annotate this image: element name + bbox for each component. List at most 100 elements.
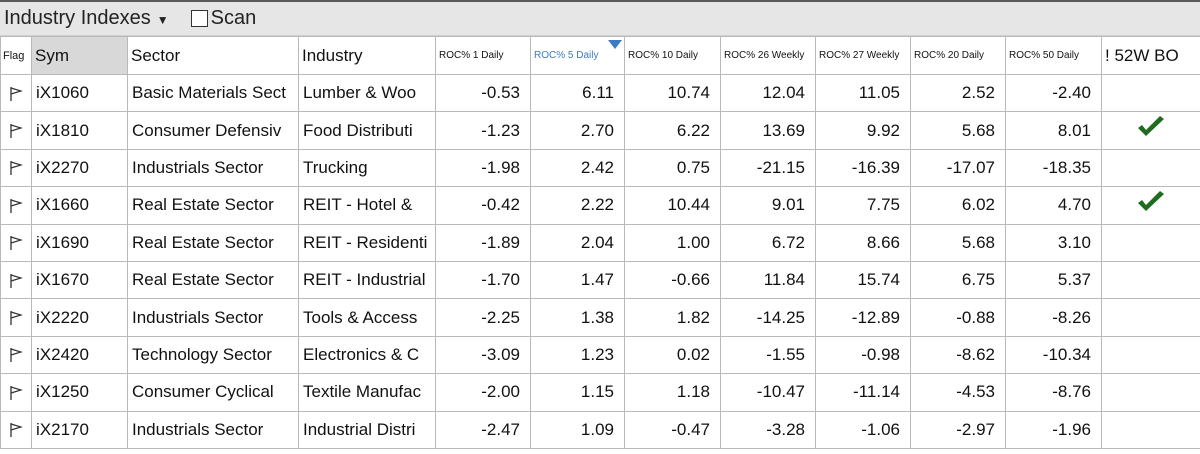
row-flag-cell[interactable] (0, 223, 32, 262)
column-header-roc1[interactable]: ROC% 1 Daily (435, 36, 531, 75)
roc50-cell: 4.70 (1005, 186, 1102, 225)
flag-outline-icon[interactable] (9, 420, 23, 439)
flag-outline-icon[interactable] (9, 308, 23, 327)
roc10-cell: 0.02 (624, 335, 721, 375)
table-body: iX1060 Basic Materials Sect Lumber & Woo -0… (0, 73, 1200, 449)
table-row[interactable]: iX1810 Consumer Defensiv Food Distributi -1… (0, 111, 1200, 150)
table-row[interactable]: iX1690 Real Estate Sector REIT - Residenti… (0, 223, 1200, 262)
roc10-cell: 10.74 (624, 73, 721, 113)
column-header-sym[interactable]: Sym (31, 36, 128, 75)
roc1-cell: -1.98 (435, 148, 531, 188)
row-flag-cell[interactable] (0, 148, 32, 188)
column-header-roc27w[interactable]: ROC% 27 Weekly (815, 36, 911, 75)
roc50-cell: 8.01 (1005, 111, 1102, 150)
table-row[interactable]: iX2220 Industrials Sector Tools & Access -2… (0, 298, 1200, 337)
column-header-52w-bo[interactable]: ! 52W BO (1101, 36, 1200, 75)
row-flag-cell[interactable] (0, 73, 32, 113)
column-header-flag[interactable]: Flag (0, 36, 32, 75)
window-title: Industry Indexes (4, 7, 151, 29)
row-flag-cell[interactable] (0, 298, 32, 337)
table-row[interactable]: iX2420 Technology Sector Electronics & C -3… (0, 335, 1200, 375)
roc26w-cell: 13.69 (720, 111, 816, 150)
flag-outline-icon[interactable] (9, 158, 23, 177)
table-row[interactable]: iX2270 Industrials Sector Trucking -1.98 2.4… (0, 148, 1200, 188)
roc5-cell: 1.09 (530, 410, 625, 449)
industry-cell: Electronics & C (298, 335, 436, 375)
column-header-sector[interactable]: Sector (127, 36, 299, 75)
industry-table: Flag Sym Sector Industry ROC% 1 Daily RO… (0, 36, 1200, 449)
bo52w-cell (1101, 410, 1200, 449)
flag-outline-icon[interactable] (9, 83, 23, 102)
roc5-cell: 2.42 (530, 148, 625, 188)
scan-label: Scan (210, 7, 257, 29)
sort-descending-icon (608, 40, 622, 49)
table-row[interactable]: iX1250 Consumer Cyclical Textile Manufac -2… (0, 373, 1200, 412)
roc50-cell: -10.34 (1005, 335, 1102, 375)
roc1-cell: -2.25 (435, 298, 531, 337)
row-flag-cell[interactable] (0, 186, 32, 225)
roc26w-cell: 12.04 (720, 73, 816, 113)
column-header-roc50[interactable]: ROC% 50 Daily (1005, 36, 1102, 75)
roc20-cell: 5.68 (910, 223, 1006, 262)
flag-outline-icon[interactable] (9, 121, 23, 140)
roc5-cell: 1.15 (530, 373, 625, 412)
table-row[interactable]: iX1670 Real Estate Sector REIT - Industria… (0, 260, 1200, 300)
row-flag-cell[interactable] (0, 410, 32, 449)
checkmark-icon (1136, 116, 1166, 144)
bo52w-cell (1101, 335, 1200, 375)
row-flag-cell[interactable] (0, 373, 32, 412)
sector-cell: Industrials Sector (127, 148, 299, 188)
roc5-cell: 2.22 (530, 186, 625, 225)
column-header-roc5-label: ROC% 5 Daily (534, 50, 599, 61)
table-row[interactable]: iX2170 Industrials Sector Industrial Distr… (0, 410, 1200, 449)
row-flag-cell[interactable] (0, 335, 32, 375)
roc27w-cell: -12.89 (815, 298, 911, 337)
column-header-industry[interactable]: Industry (298, 36, 436, 75)
sym-cell: iX2420 (31, 335, 128, 375)
roc10-cell: -0.47 (624, 410, 721, 449)
flag-outline-icon[interactable] (9, 382, 23, 401)
roc20-cell: -0.88 (910, 298, 1006, 337)
row-flag-cell[interactable] (0, 260, 32, 300)
roc1-cell: -3.09 (435, 335, 531, 375)
roc26w-cell: -10.47 (720, 373, 816, 412)
industry-cell: Textile Manufac (298, 373, 436, 412)
roc5-cell: 2.70 (530, 111, 625, 150)
roc1-cell: -1.23 (435, 111, 531, 150)
roc1-cell: -1.70 (435, 260, 531, 300)
industry-cell: REIT - Hotel & (298, 186, 436, 225)
roc50-cell: 5.37 (1005, 260, 1102, 300)
roc20-cell: 6.02 (910, 186, 1006, 225)
sym-cell: iX2170 (31, 410, 128, 449)
column-header-roc10[interactable]: ROC% 10 Daily (624, 36, 721, 75)
roc20-cell: 6.75 (910, 260, 1006, 300)
roc50-cell: -2.40 (1005, 73, 1102, 113)
roc20-cell: 5.68 (910, 111, 1006, 150)
flag-outline-icon[interactable] (9, 233, 23, 252)
column-header-roc26w[interactable]: ROC% 26 Weekly (720, 36, 816, 75)
window-titlebar: Industry Indexes ▼ Scan (0, 0, 1200, 36)
roc26w-cell: -1.55 (720, 335, 816, 375)
scan-checkbox[interactable]: Scan (190, 7, 257, 30)
indexes-dropdown[interactable]: Industry Indexes ▼ (4, 7, 169, 30)
table-row[interactable]: iX1060 Basic Materials Sect Lumber & Woo -0… (0, 73, 1200, 113)
sector-cell: Industrials Sector (127, 410, 299, 449)
flag-outline-icon[interactable] (9, 345, 23, 364)
column-header-roc5[interactable]: ROC% 5 Daily (530, 36, 625, 75)
sym-cell: iX1250 (31, 373, 128, 412)
table-row[interactable]: iX1660 Real Estate Sector REIT - Hotel & -0… (0, 186, 1200, 225)
roc5-cell: 1.38 (530, 298, 625, 337)
table-header-row: Flag Sym Sector Industry ROC% 1 Daily RO… (0, 36, 1200, 75)
row-flag-cell[interactable] (0, 111, 32, 150)
flag-outline-icon[interactable] (9, 270, 23, 289)
roc27w-cell: -16.39 (815, 148, 911, 188)
bo52w-cell (1101, 186, 1200, 225)
flag-outline-icon[interactable] (9, 195, 23, 214)
sym-cell: iX1060 (31, 73, 128, 113)
column-header-roc20[interactable]: ROC% 20 Daily (910, 36, 1006, 75)
roc1-cell: -1.89 (435, 223, 531, 262)
roc26w-cell: -3.28 (720, 410, 816, 449)
scan-checkbox-box[interactable] (190, 10, 208, 27)
roc20-cell: 2.52 (910, 73, 1006, 113)
sector-cell: Industrials Sector (127, 298, 299, 337)
